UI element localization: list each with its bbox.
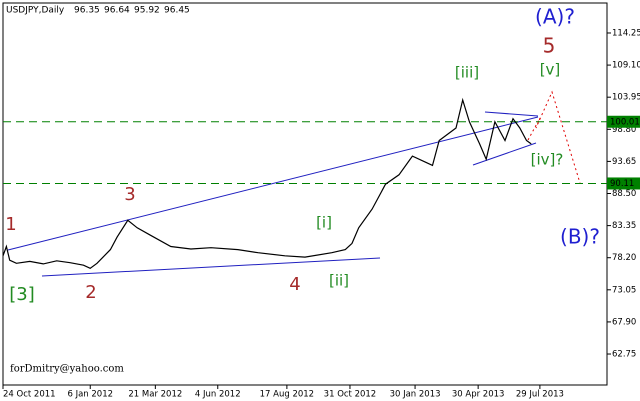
y-tick-label: 83.35 [612, 221, 636, 231]
x-tick-label: 24 Oct 2011 [3, 390, 56, 400]
wave-label: 5 [543, 34, 556, 58]
wave-label: 4 [289, 274, 300, 295]
wave-label: [ii] [329, 272, 349, 290]
level-label: 90.11 [610, 179, 634, 189]
wave-label: (B)? [560, 225, 600, 249]
x-tick-label: 4 Jun 2012 [195, 390, 241, 400]
ohlc: 95.92 [134, 6, 160, 16]
y-tick-label: 67.90 [612, 317, 636, 327]
level-box [607, 115, 640, 128]
wave-label: [iv]? [531, 151, 564, 169]
plot-frame [2, 2, 608, 386]
trend-line [7, 116, 539, 251]
ohlc: 96.35 [74, 6, 100, 16]
ohlc: 96.64 [104, 6, 130, 16]
wave-label: 2 [85, 282, 96, 303]
x-tick-label: 29 Jul 2013 [516, 390, 564, 400]
y-tick-label: 62.75 [612, 350, 636, 360]
wave-label: [iii] [455, 64, 479, 82]
trend-line [484, 111, 539, 117]
projection [527, 90, 581, 184]
wave-label: 1 [5, 214, 16, 235]
y-tick-label: 109.10 [612, 61, 640, 71]
x-tick-label: 31 Oct 2012 [324, 390, 377, 400]
x-tick-label: 30 Apr 2013 [452, 390, 505, 400]
x-tick-label: 30 Jan 2013 [390, 390, 441, 400]
wave-label: 3 [124, 184, 135, 205]
x-tick-label: 21 Mar 2012 [128, 390, 182, 400]
y-tick-label: 73.05 [612, 285, 636, 295]
y-tick-label: 98.80 [612, 125, 636, 135]
trend-line [41, 257, 381, 277]
wave-label: forDmitry@yahoo.com [10, 364, 124, 375]
x-tick-label: 17 Aug 2012 [260, 390, 314, 400]
y-tick-label: 103.95 [612, 93, 640, 103]
x-tick-label: 6 Jan 2012 [67, 390, 113, 400]
chart-title: USDJPY,Daily [6, 6, 65, 16]
wave-label: (A)? [535, 5, 575, 29]
y-tick-label: 78.20 [612, 253, 636, 263]
y-tick-label: 93.65 [612, 157, 636, 167]
price-line [2, 97, 532, 269]
y-tick-label: 114.25 [612, 28, 640, 38]
level-label: 100.01 [610, 117, 640, 127]
ohlc: 96.45 [164, 6, 190, 16]
level-box [607, 177, 640, 190]
y-tick-label: 88.50 [612, 189, 636, 199]
trend-line [472, 142, 537, 166]
wave-label: [i] [316, 214, 332, 232]
wave-label: [3] [9, 284, 35, 305]
wave-label: [v] [540, 61, 561, 79]
